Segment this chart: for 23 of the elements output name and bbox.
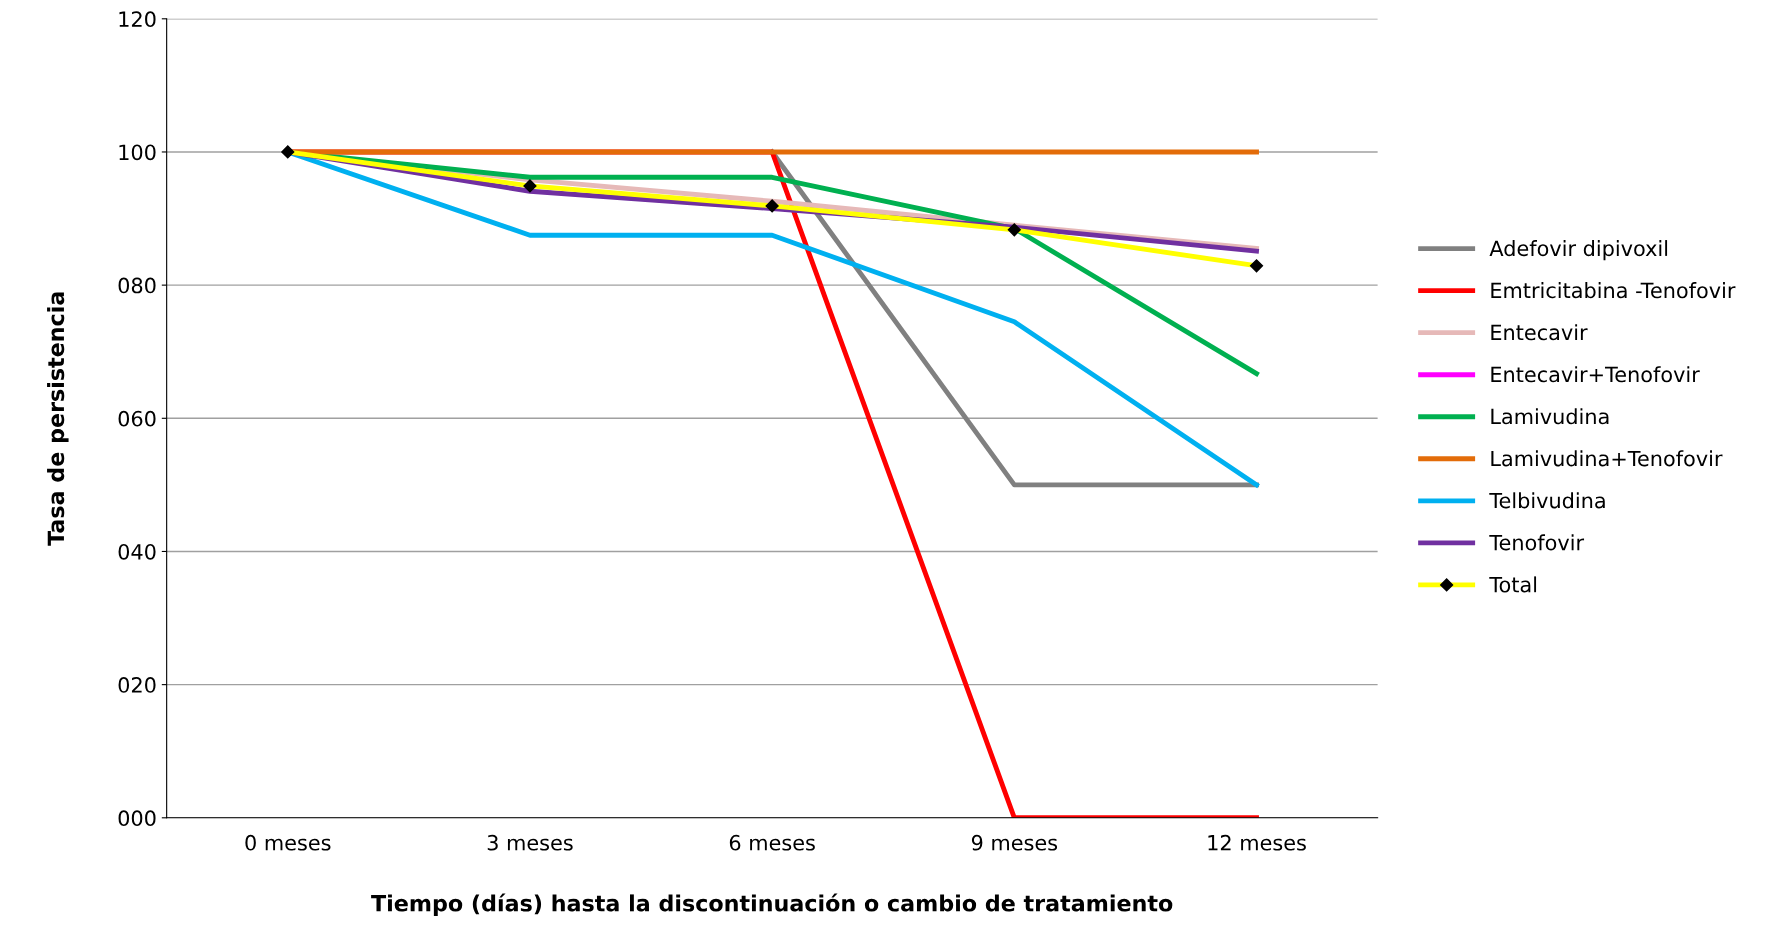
x-tick-label: 12 meses bbox=[1208, 834, 1306, 851]
legend-label: Adefovir dipivoxil bbox=[1489, 240, 1668, 261]
legend-label: Lamivudina+Tenofovir bbox=[1491, 450, 1723, 467]
x-tick-label: 9 meses bbox=[971, 834, 1058, 851]
y-tick-label: 060 bbox=[118, 410, 156, 427]
legend-label: Tenofovir bbox=[1489, 534, 1585, 551]
legend-label: Emtricitabina -Tenofovir bbox=[1491, 282, 1736, 299]
y-tick-label: 040 bbox=[118, 543, 156, 560]
x-axis-title: Tiempo (días) hasta la discontinuación o cambio de tratamiento bbox=[371, 893, 1173, 916]
legend-label: Total bbox=[1489, 576, 1537, 593]
y-tick-label: 100 bbox=[119, 144, 156, 161]
x-tick-label: 6 meses bbox=[729, 834, 815, 851]
x-tick-label: 0 meses bbox=[245, 834, 331, 851]
y-tick-label: 120 bbox=[119, 11, 156, 28]
legend-label: Lamivudina bbox=[1491, 408, 1609, 425]
y-tick-label: 020 bbox=[118, 677, 156, 693]
x-tick-label: 3 meses bbox=[487, 834, 573, 851]
y-axis-title: Tasa de persistencia bbox=[47, 292, 69, 546]
legend-label: Entecavir bbox=[1491, 324, 1588, 341]
y-tick-label: 080 bbox=[118, 277, 156, 294]
legend-label: Entecavir+Tenofovir bbox=[1491, 366, 1700, 383]
y-tick-label: 000 bbox=[118, 810, 156, 827]
legend-label: Telbivudina bbox=[1489, 492, 1605, 509]
